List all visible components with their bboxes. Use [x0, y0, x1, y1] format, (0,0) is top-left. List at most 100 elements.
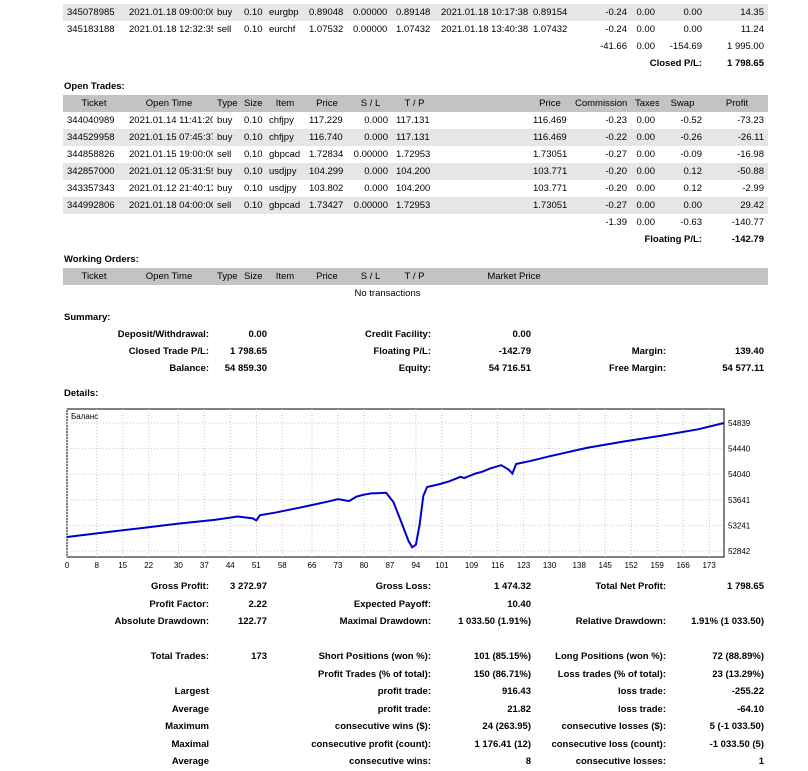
taxes-cell: 0.00 — [636, 24, 656, 35]
ticket-cell: 342857000 — [67, 166, 115, 177]
open-time-cell: 2021.01.14 11:41:20 — [129, 115, 213, 126]
sl-cell: 0.00000 — [353, 200, 388, 211]
col-price: Price — [305, 268, 349, 285]
taxes-cell: 0.00 — [636, 115, 656, 126]
total-commission: -41.66 — [600, 41, 627, 52]
deposit-value: 0.00 — [248, 329, 268, 340]
profit-cell: 29.42 — [740, 200, 764, 211]
gross-profit-value: 3 272.97 — [230, 581, 267, 593]
long-positions-label: Long Positions (won %): — [555, 651, 666, 663]
floating-pl-value: -142.79 — [498, 346, 531, 357]
col-tp: T / P — [392, 268, 437, 285]
open-time-cell: 2021.01.18 09:00:00 — [129, 7, 213, 18]
largest-profit-label: profit trade: — [377, 686, 431, 698]
close-time-cell: 2021.01.18 13:40:38 — [441, 24, 529, 35]
gross-loss-value: 1 474.32 — [494, 581, 531, 593]
profit-trades-label: Profit Trades (% of total): — [318, 668, 431, 680]
col-type: Type — [213, 268, 240, 285]
short-positions-value: 101 (85.15%) — [473, 651, 531, 663]
balance-value: 54 859.30 — [224, 363, 267, 374]
closed-transactions-table: 345078985 2021.01.18 09:00:00 buy 0.10 e… — [63, 4, 768, 72]
commission-cell: -0.24 — [605, 7, 627, 18]
empty-row: No transactions — [63, 285, 768, 302]
taxes-cell: 0.00 — [636, 200, 656, 211]
x-tick-label: 152 — [625, 561, 639, 570]
closed-pl-label: Closed P/L: — [649, 58, 702, 69]
total-net-profit-value: 1 798.65 — [727, 581, 764, 593]
closed-trade-pl-label: Closed Trade P/L: — [128, 346, 209, 357]
balance-label: Balance: — [169, 363, 209, 374]
table-row: 344992806 2021.01.18 04:00:00 sell 0.10 … — [63, 197, 768, 214]
stats-row: Gross Profit: 3 272.97 Gross Loss: 1 474… — [63, 578, 768, 596]
summary-title: Summary: — [64, 312, 111, 323]
col-blank — [437, 95, 529, 112]
size-cell: 0.10 — [244, 149, 263, 160]
maximal-consecutive-profit-label: consecutive profit (count): — [311, 738, 431, 750]
ticket-cell: 344858826 — [67, 149, 115, 160]
type-cell: buy — [217, 183, 233, 194]
table-row: 343357343 2021.01.12 21:40:13 buy 0.10 u… — [63, 180, 768, 197]
close-price-cell: 1.07432 — [533, 24, 568, 35]
profit-factor-label: Profit Factor: — [149, 598, 209, 610]
expected-payoff-value: 10.40 — [507, 598, 531, 610]
closed-pl-row: Closed P/L: 1 798.65 — [63, 55, 768, 72]
no-transactions-text: No transactions — [354, 288, 421, 299]
cur-price-cell: 1.73051 — [533, 149, 568, 160]
x-tick-label: 130 — [543, 561, 557, 570]
x-tick-label: 101 — [435, 561, 449, 570]
profit-cell: -2.99 — [742, 183, 764, 194]
chart-grid — [66, 409, 724, 557]
swap-cell: -0.09 — [680, 149, 702, 160]
taxes-cell: 0.00 — [636, 132, 656, 143]
cur-price-cell: 1.73051 — [533, 200, 568, 211]
price-cell: 0.89048 — [309, 7, 344, 18]
type-cell: buy — [217, 7, 233, 18]
type-cell: buy — [217, 115, 233, 126]
sl-cell: 0.00000 — [353, 7, 388, 18]
taxes-cell: 0.00 — [636, 183, 656, 194]
totals-row: -1.39 0.00 -0.63 -140.77 — [63, 214, 768, 231]
commission-cell: -0.22 — [605, 132, 627, 143]
maximal-consecutive-loss-value: -1 033.50 (5) — [709, 738, 764, 750]
absolute-drawdown-label: Absolute Drawdown: — [114, 616, 209, 628]
open-trades-title: Open Trades: — [64, 81, 125, 92]
totals-row: -41.66 0.00 -154.69 1 995.00 — [63, 38, 768, 55]
tp-cell: 1.07432 — [396, 24, 431, 35]
floating-pl-label: Floating P/L: — [644, 234, 702, 245]
commission-cell: -0.20 — [605, 183, 627, 194]
col-market-price: Market Price — [437, 268, 591, 285]
ticket-cell: 345078985 — [67, 7, 115, 18]
closed-pl-value: 1 798.65 — [727, 58, 764, 69]
taxes-cell: 0.00 — [636, 166, 656, 177]
expected-payoff-label: Expected Payoff: — [353, 598, 431, 610]
col-sl: S / L — [349, 95, 392, 112]
size-cell: 0.10 — [244, 7, 263, 18]
size-cell: 0.10 — [244, 24, 263, 35]
open-time-cell: 2021.01.15 19:00:00 — [129, 149, 213, 160]
max-consecutive-losses-label: consecutive losses ($): — [561, 721, 666, 733]
col-blank — [591, 268, 768, 285]
x-tick-label: 0 — [65, 561, 70, 570]
profit-cell: -73.23 — [737, 115, 764, 126]
table-header: Ticket Open Time Type Size Item Price S … — [63, 95, 768, 112]
largest-loss-label: loss trade: — [617, 686, 666, 698]
statistics-table: Gross Profit: 3 272.97 Gross Loss: 1 474… — [63, 578, 768, 771]
sl-cell: 0.00000 — [353, 149, 388, 160]
stats-row: Average profit trade: 21.82 loss trade: … — [63, 701, 768, 719]
credit-value: 0.00 — [512, 329, 532, 340]
largest-profit-value: 916.43 — [501, 686, 531, 698]
col-item: Item — [265, 95, 305, 112]
col-sl: S / L — [349, 268, 392, 285]
ticket-cell: 344992806 — [67, 200, 115, 211]
largest-label: Largest — [174, 686, 209, 698]
col-open-time: Open Time — [125, 268, 213, 285]
size-cell: 0.10 — [244, 132, 263, 143]
avg-consecutive-losses-value: 1 — [758, 756, 764, 768]
total-taxes: 0.00 — [636, 217, 656, 228]
type-cell: sell — [217, 149, 232, 160]
loss-trades-value: 23 (13.29%) — [712, 668, 764, 680]
avg-consecutive-wins-value: 8 — [525, 756, 531, 768]
equity-label: Equity: — [398, 363, 431, 374]
total-trades-value: 173 — [251, 651, 267, 663]
sl-cell: 0.000 — [364, 115, 388, 126]
